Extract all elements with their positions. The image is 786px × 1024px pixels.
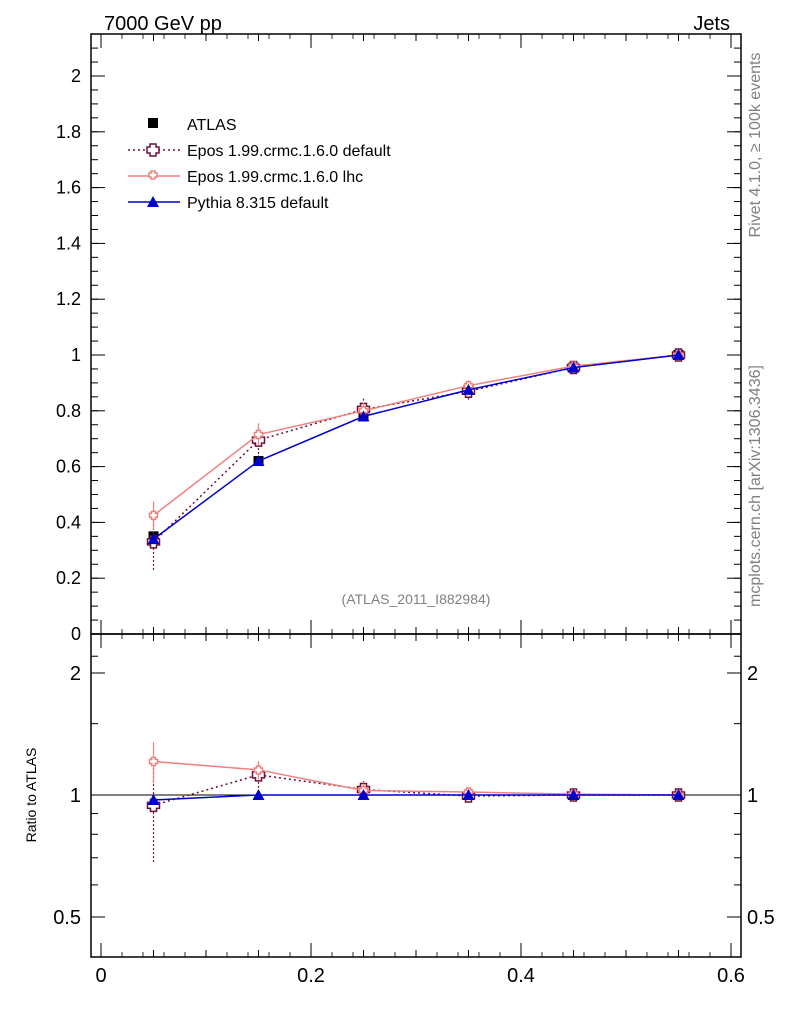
legend-item-epos-default: Epos 1.99.crmc.1.6.0 default	[128, 143, 391, 160]
ratio-line-epos-default	[153, 774, 679, 807]
main-ytick-label: 0.6	[56, 457, 81, 477]
main-series-group	[146, 348, 686, 570]
rivet-version-label: Rivet 4.1.0, ≥ 100k events	[747, 53, 764, 238]
ratio-point-pythia	[567, 789, 580, 800]
ratio-point-pythia	[357, 789, 370, 800]
ratio-point-pythia	[672, 789, 685, 800]
mcplots-label: mcplots.cern.ch [arXiv:1306.3436]	[747, 365, 764, 607]
legend-marker-pythia	[147, 196, 159, 207]
main-ytick-label: 1.8	[56, 122, 81, 142]
main-point-pythia	[252, 455, 265, 467]
legend-label-pythia: Pythia 8.315 default	[187, 195, 329, 212]
ratio-point-epos-lhc	[148, 756, 159, 767]
x-axis-ticks: 0 0.2 0.4 0.6	[95, 34, 745, 987]
main-point-epos-lhc	[253, 429, 264, 440]
main-line-epos-lhc	[153, 354, 679, 517]
ratio-line-pythia	[153, 794, 679, 801]
main-point-pythia	[357, 410, 370, 422]
legend-label-epos-default: Epos 1.99.crmc.1.6.0 default	[187, 143, 391, 160]
analysis-label: (ATLAS_2011_I882984)	[342, 591, 491, 607]
main-ytick-label: 1	[71, 345, 81, 365]
legend-item-epos-lhc: Epos 1.99.crmc.1.6.0 lhc	[128, 169, 363, 186]
main-point-pythia	[672, 349, 685, 360]
ratio-line-epos-lhc	[153, 760, 679, 796]
main-ytick-label: 1.2	[56, 289, 81, 309]
header-left-title: 7000 GeV pp	[104, 13, 222, 35]
ratio-series-group	[146, 742, 686, 863]
xtick-label: 0.4	[507, 965, 535, 987]
main-point-pythia	[567, 361, 580, 373]
main-line-pythia	[153, 354, 679, 540]
ratio-point-pythia	[252, 789, 265, 800]
ratio-ytick-label-right: 2	[747, 663, 758, 685]
main-ytick-label: 0.4	[56, 512, 81, 532]
main-ytick-label: 2	[71, 66, 81, 86]
ratio-ytick-label: 1	[70, 785, 81, 807]
legend-item-atlas: ATLAS	[148, 117, 237, 134]
ratio-ylabel: Ratio to ATLAS	[23, 748, 39, 843]
main-point-pythia	[462, 383, 475, 395]
legend-item-pythia: Pythia 8.315 default	[128, 195, 329, 212]
ratio-ytick-label-right: 1	[747, 785, 758, 807]
ratio-point-pythia	[147, 793, 160, 805]
ratio-ytick-label: 0.5	[53, 907, 81, 929]
xtick-label: 0.2	[297, 965, 325, 987]
main-point-epos-lhc	[148, 510, 159, 521]
ratio-ytick-label-right: 0.5	[747, 907, 775, 929]
legend-label-atlas: ATLAS	[187, 117, 237, 134]
main-ytick-label: 0.8	[56, 401, 81, 421]
legend-label-epos-lhc: Epos 1.99.crmc.1.6.0 lhc	[187, 169, 363, 186]
main-line-epos-default	[152, 354, 679, 543]
main-point-pythia	[147, 533, 160, 545]
ratio-point-epos-lhc	[253, 765, 264, 775]
legend-marker-epos-default	[146, 143, 160, 157]
main-axis-ticks: 0 0.2 0.4 0.6 0.8 1 1.2 1.4 1.6 1.8 2	[56, 47, 741, 644]
ratio-axis-ticks: 0.5 0.5 1 1 2 2	[53, 655, 775, 929]
xtick-label: 0.6	[717, 965, 745, 987]
header-right-title: Jets	[693, 13, 730, 35]
ratio-ytick-label: 2	[70, 663, 81, 685]
xtick-label: 0	[95, 965, 106, 987]
ratio-point-pythia	[462, 789, 475, 800]
main-ytick-label: 1.6	[56, 178, 81, 198]
legend-marker-epos-lhc	[148, 170, 158, 180]
legend: ATLAS Epos 1.99.crmc.1.6.0 default Epos …	[128, 117, 391, 212]
main-ytick-label: 0	[71, 624, 81, 644]
main-ytick-label: 0.2	[56, 568, 81, 588]
legend-marker-atlas	[148, 118, 158, 128]
main-ytick-label: 1.4	[56, 233, 81, 253]
